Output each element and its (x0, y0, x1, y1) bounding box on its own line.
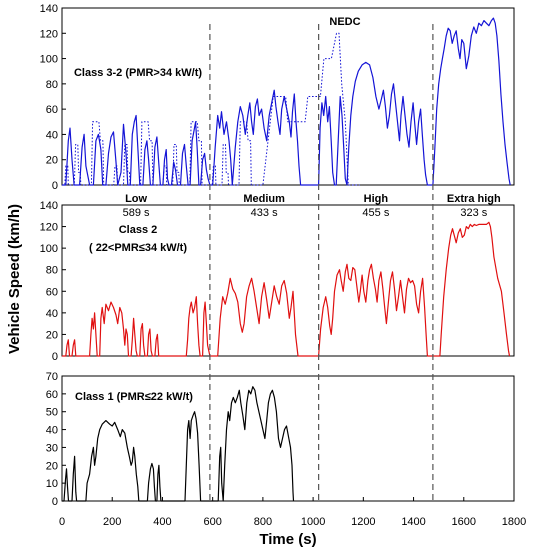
y-tick-label: 0 (52, 351, 58, 363)
phase-duration: 323 s (460, 207, 487, 219)
speed-series-line (62, 17, 511, 186)
speed-series-line (62, 221, 511, 357)
y-tick-label: 40 (46, 425, 58, 437)
y-tick-label: 0 (52, 496, 58, 508)
x-tick-label: 1000 (301, 516, 325, 528)
x-axis-title: Time (s) (259, 531, 316, 548)
y-tick-label: 140 (40, 200, 58, 212)
x-axis-ticks: 0 200 400 600 800 1000 1200 1400 1600 1800 (59, 497, 526, 528)
panel-1: 0 20 40 60 80 100 120 140 Class 3-2 (PMR>34 kW/t… (40, 3, 515, 192)
y-tick-label: 50 (46, 407, 58, 419)
panel-frame (61, 204, 515, 357)
phase-name: Low (125, 193, 147, 205)
phase-name: High (364, 193, 389, 205)
panel-frame (61, 7, 515, 186)
y-tick-label: 20 (46, 155, 58, 167)
phase-duration: 433 s (251, 207, 278, 219)
panel-label: Class 1 (PMR≤22 kW/t) (75, 391, 193, 403)
x-tick-label: 400 (153, 516, 171, 528)
x-tick-label: 200 (103, 516, 121, 528)
y-axis-title: Vehicle Speed (km/h) (6, 204, 23, 354)
x-tick-label: 600 (203, 516, 221, 528)
y-tick-label: 40 (46, 129, 58, 141)
phase-name: Medium (243, 193, 285, 205)
x-tick-label: 1400 (401, 516, 425, 528)
y-tick-label: 20 (46, 329, 58, 341)
y-tick-label: 120 (40, 28, 58, 40)
phase-duration: 455 s (362, 207, 389, 219)
y-tick-label: 100 (40, 243, 58, 255)
phase-duration: 589 s (123, 207, 150, 219)
y-tick-label: 120 (40, 222, 58, 234)
speed-series-line (62, 386, 295, 502)
y-tick-label: 10 (46, 478, 58, 490)
y-tick-label: 60 (46, 104, 58, 116)
y-tick-label: 60 (46, 389, 58, 401)
x-tick-label: 1600 (452, 516, 476, 528)
y-tick-label: 70 (46, 371, 58, 383)
y-tick-label: 100 (40, 54, 58, 66)
x-tick-label: 1800 (502, 516, 526, 528)
y-tick-label: 80 (46, 265, 58, 277)
y-tick-label: 20 (46, 460, 58, 472)
nedc-series-line (62, 32, 360, 186)
panel-frame (61, 375, 515, 502)
phase-boundary-lines (209, 24, 434, 501)
x-tick-label: 800 (254, 516, 272, 528)
y-tick-label: 80 (46, 79, 58, 91)
y-tick-label: 40 (46, 308, 58, 320)
y-tick-label: 30 (46, 442, 58, 454)
panel-2: 0 20 40 60 80 100 120 140 Class 2 ( 22<PMR≤34 kW/… (40, 200, 515, 363)
y-tick-label: 60 (46, 286, 58, 298)
panel-3: 0 10 20 30 40 50 60 70 Class 1 (PMR≤22 kW/t) (46, 371, 515, 508)
phase-labels: Low 589 s Medium 433 s High 455 s Extra high 32… (123, 193, 501, 219)
x-tick-label: 1200 (351, 516, 375, 528)
panel-label: ( 22<PMR≤34 kW/t) (89, 242, 187, 254)
nedc-annotation: NEDC (329, 16, 360, 28)
x-tick-label: 0 (59, 516, 65, 528)
panel-label: Class 3-2 (PMR>34 kW/t) (74, 67, 202, 79)
y-tick-label: 140 (40, 3, 58, 15)
y-tick-label: 0 (52, 180, 58, 192)
phase-name: Extra high (447, 193, 501, 205)
panel-label: Class 2 (119, 224, 158, 236)
